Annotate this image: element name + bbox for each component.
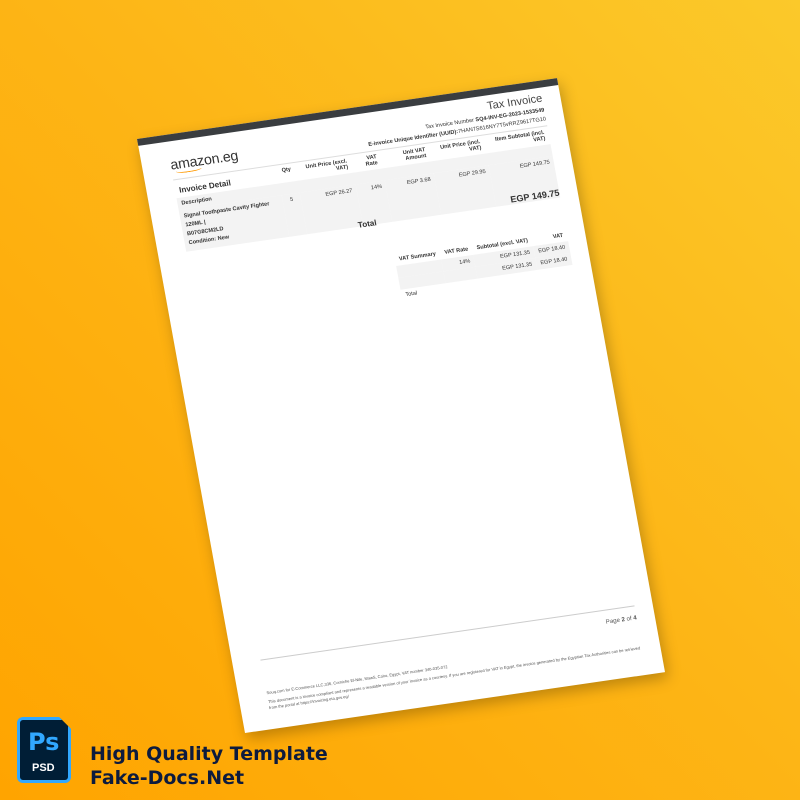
item-unit-incl: EGP 29.95 xyxy=(433,165,497,215)
invoice-detail-table: Invoice Detail Qty Unit Price (excl. VAT… xyxy=(173,126,561,252)
item-unit-vat: EGP 3.68 xyxy=(385,173,442,222)
logo-text: amazon.eg xyxy=(168,146,240,173)
ps-label: Ps xyxy=(28,728,60,756)
vat-summary-table: VAT Summary VAT Rate Subtotal (excl. VAT… xyxy=(394,229,575,301)
invoice-page: Tax Invoice Tax Invoice Number SQ4-INV-E… xyxy=(137,78,665,734)
tagline-line1: High Quality Template xyxy=(90,743,328,765)
promo-tagline: High Quality Template Fake-Docs.Net xyxy=(90,742,328,790)
item-unit-excl: EGP 26.27 xyxy=(299,184,363,235)
total-label: Total xyxy=(357,218,378,230)
tagline-line2: Fake-Docs.Net xyxy=(90,767,245,789)
footer-address: Souq.com for E-Commerce LLC,336, Cornich… xyxy=(265,664,448,696)
footer-notice: This document is a invoice compliant and… xyxy=(267,645,641,711)
photoshop-psd-icon: Ps PSD xyxy=(17,717,71,783)
footer: Souq.com for E-Commerce LLC,336, Cornich… xyxy=(263,620,644,711)
psd-label: PSD xyxy=(32,762,55,774)
